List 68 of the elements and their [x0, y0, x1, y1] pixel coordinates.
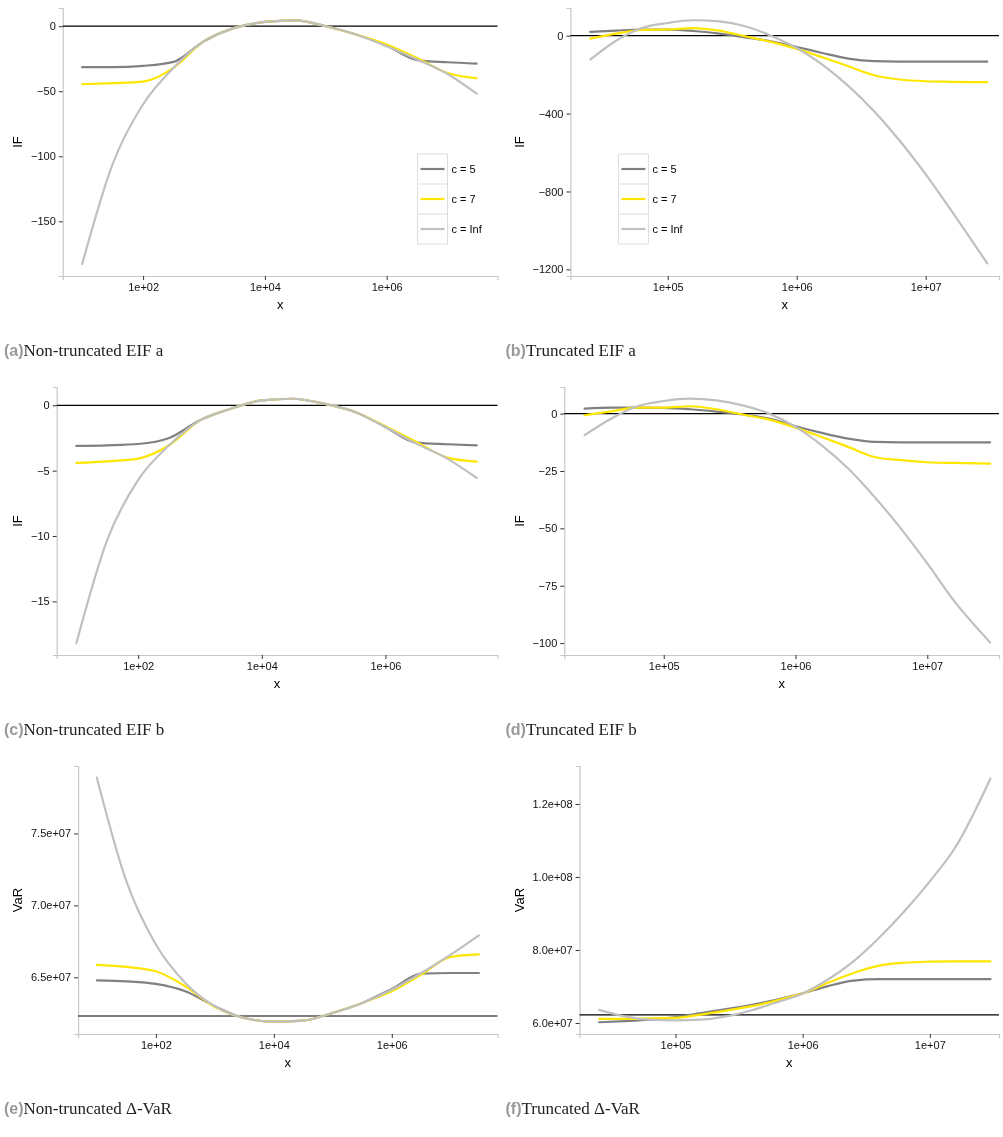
x-tick-label: 1e+05 — [660, 1038, 692, 1051]
y-tick-label: 7.5e+07 — [31, 827, 72, 840]
x-tick-label: 1e+06 — [780, 659, 812, 672]
y-tick-label: 6.0e+07 — [532, 1017, 573, 1029]
y-tick-label: −100 — [532, 637, 558, 650]
x-axis-title: x — [786, 1055, 794, 1070]
y-tick-label: −25 — [538, 465, 558, 477]
x-axis-title: x — [284, 1055, 292, 1070]
x-tick-label: 1e+06 — [781, 280, 813, 293]
y-tick-label: 0 — [43, 399, 50, 412]
x-tick-label: 1e+06 — [376, 1038, 408, 1051]
line-series — [75, 397, 478, 645]
y-tick-label: 1.2e+08 — [532, 797, 573, 810]
x-tick-label: 1e+04 — [246, 659, 278, 672]
y-axis-title: VaR — [511, 887, 527, 913]
x-axis-title: x — [276, 297, 284, 312]
legend-label: c = Inf — [652, 223, 684, 235]
y-tick-label: 8.0e+07 — [532, 943, 573, 956]
y-tick-label: −5 — [37, 464, 50, 477]
y-tick-label: −800 — [538, 185, 564, 198]
y-tick-label: −100 — [31, 150, 56, 163]
x-tick-label: 1e+06 — [787, 1038, 819, 1051]
legend-label: c = Inf — [451, 223, 483, 235]
y-axis-title: VaR — [10, 887, 25, 913]
text: (d)Truncated EIF b — [505, 720, 637, 739]
y-tick-label: 6.5e+07 — [31, 971, 72, 984]
y-tick-label: −15 — [31, 595, 50, 608]
text: (a)Non-truncated EIF a — [4, 341, 164, 360]
x-tick-label: 1e+07 — [914, 1038, 946, 1051]
x-tick-label: 1e+07 — [910, 280, 942, 293]
x-tick-label: 1e+05 — [652, 280, 684, 293]
y-tick-label: −400 — [538, 107, 564, 120]
x-axis-title: x — [273, 676, 281, 691]
x-tick-label: 1e+04 — [258, 1038, 290, 1051]
y-tick-label: −150 — [31, 215, 56, 228]
legend-label: c = 7 — [451, 193, 476, 205]
x-axis-title: x — [781, 297, 789, 312]
x-tick-label: 1e+06 — [371, 280, 403, 293]
y-axis-title: IF — [511, 515, 527, 527]
y-tick-label: 1.0e+08 — [532, 870, 573, 883]
x-tick-label: 1e+02 — [128, 280, 160, 293]
x-tick-label: 1e+07 — [912, 659, 944, 672]
legend-label: c = 5 — [652, 163, 677, 175]
y-axis-title: IF — [511, 136, 527, 148]
y-tick-label: −75 — [538, 579, 558, 592]
y-axis-title: IF — [10, 515, 25, 527]
x-tick-label: 1e+04 — [249, 280, 281, 293]
text: (b)Truncated EIF a — [505, 341, 637, 360]
text: (f)Truncated Δ-VaR — [505, 1099, 641, 1118]
x-axis-title: x — [778, 676, 786, 691]
y-tick-label: −50 — [37, 85, 56, 98]
text: (c)Non-truncated EIF b — [4, 720, 165, 739]
y-tick-label: 7.0e+07 — [31, 899, 72, 912]
x-tick-label: 1e+02 — [123, 659, 155, 672]
y-tick-label: −10 — [31, 530, 50, 543]
y-tick-label: 0 — [557, 29, 564, 42]
y-tick-label: 0 — [551, 407, 558, 420]
y-axis-title: IF — [10, 136, 25, 148]
legend-label: c = 7 — [652, 193, 677, 205]
legend-label: c = 5 — [451, 163, 476, 175]
y-tick-label: −1200 — [532, 263, 564, 276]
x-tick-label: 1e+05 — [648, 659, 680, 672]
x-tick-label: 1e+02 — [140, 1038, 172, 1051]
text: (e)Non-truncated Δ-VaR — [4, 1099, 173, 1118]
y-tick-label: 0 — [49, 20, 56, 33]
y-tick-label: −50 — [538, 522, 558, 535]
x-tick-label: 1e+06 — [370, 659, 402, 672]
line-series — [95, 776, 481, 1023]
